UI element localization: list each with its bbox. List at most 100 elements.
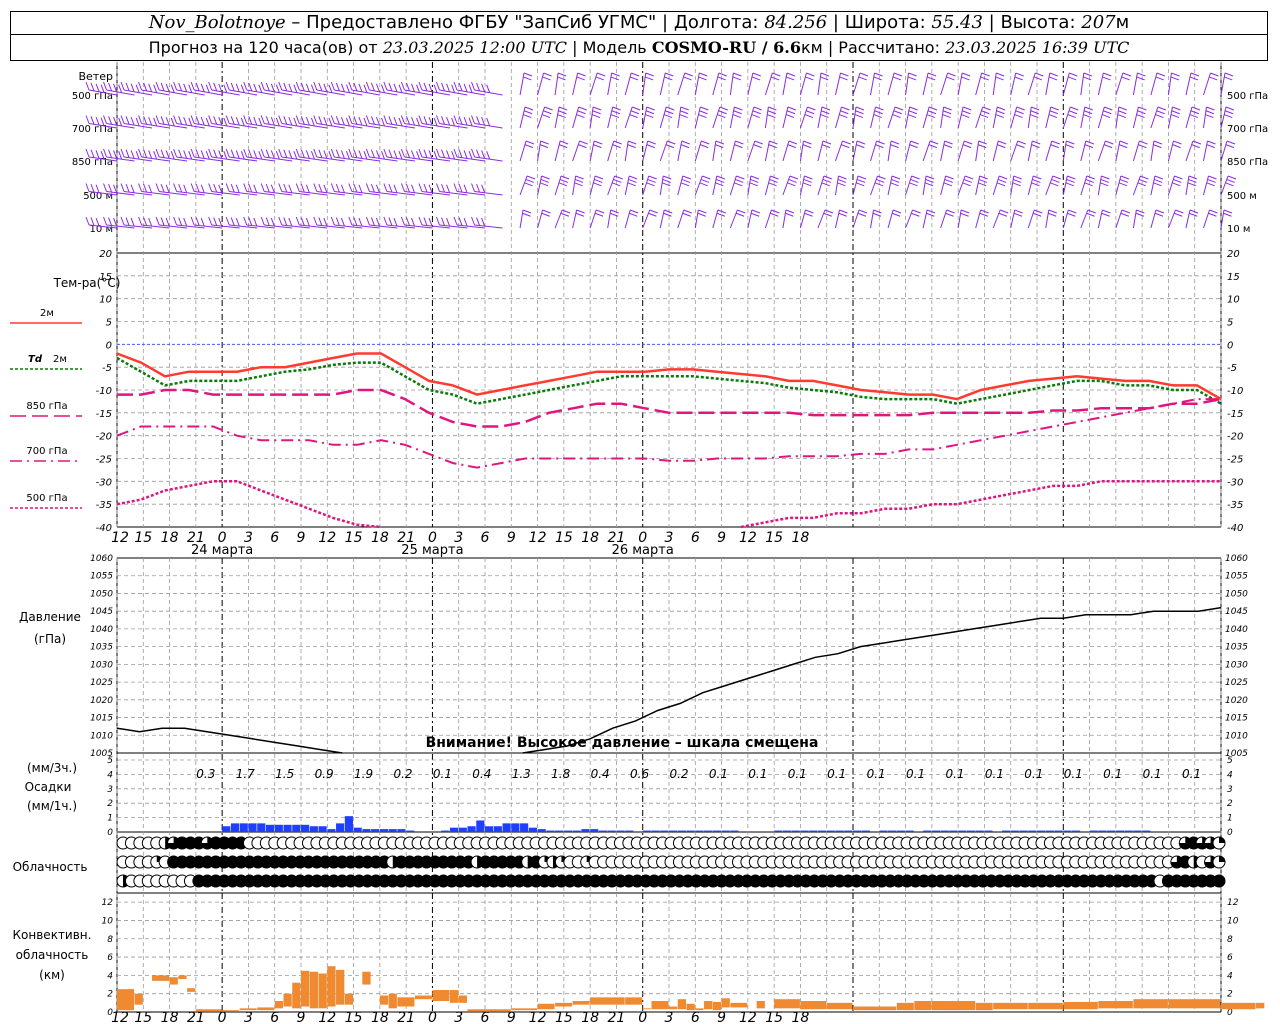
wind-barb-flag: [381, 117, 385, 127]
wind-barb-flag: [108, 183, 113, 193]
wind-barb-flag: [265, 116, 270, 125]
longitude-value: 84.256: [764, 12, 828, 33]
temp-y-tick: -40: [96, 523, 112, 534]
wind-barb-flag: [754, 140, 764, 145]
wind-barb-flag: [1172, 182, 1181, 187]
wind-barb-flag: [471, 81, 475, 91]
wind-barb-flag: [1049, 72, 1058, 77]
time-tick-label: 3: [454, 1010, 463, 1024]
wind-barb-flag: [323, 184, 328, 193]
wind-barb-flag: [1031, 144, 1040, 149]
time-tick-label: 0: [428, 530, 437, 546]
time-tick-label: 15: [765, 530, 783, 546]
wind-barb-flag: [700, 178, 710, 183]
wind-barb-flag: [962, 144, 972, 149]
wind-barb-flag: [788, 140, 798, 145]
precip-bar: [397, 829, 406, 832]
temp-y-tick: -35: [1227, 500, 1243, 511]
wind-barb-flag: [278, 216, 283, 226]
wind-barb-flag: [1207, 140, 1216, 145]
wind-barb-shaft: [554, 72, 559, 96]
wind-barb-flag: [908, 72, 917, 77]
precip-y-tick: 5: [1227, 756, 1233, 766]
wind-barb-shaft: [975, 106, 984, 129]
wind-barb-flag: [381, 150, 385, 160]
wind-barb-flag: [463, 83, 468, 92]
time-tick-label: 18: [161, 1010, 179, 1024]
precip-bar: [677, 830, 686, 832]
wind-barb-shaft: [1010, 106, 1018, 129]
latitude-label: | Широта:: [832, 12, 926, 33]
wind-barb-flag: [278, 81, 283, 91]
precip-bar: [362, 829, 371, 832]
time-tick-label: 12: [318, 530, 336, 546]
wind-barb-flag: [662, 178, 671, 183]
precip-bar: [239, 823, 248, 832]
wind-barb-flag: [1012, 182, 1021, 187]
wind-barb-flag: [594, 175, 604, 180]
wind-barb-flag: [1032, 212, 1042, 217]
wind-barb-flag: [857, 175, 867, 180]
wind-barb-flag: [143, 183, 148, 193]
wind-barb-flag: [715, 178, 725, 183]
wind-barb-flag: [785, 212, 794, 217]
pressure-y-tick: 1055: [90, 572, 113, 582]
wind-barb-flag: [300, 183, 305, 193]
precip-bar: [476, 820, 485, 832]
precip-bar: [704, 830, 713, 832]
wind-barb-flag: [125, 183, 130, 193]
wind-barb-flag: [681, 140, 690, 145]
wind-barb-shaft: [642, 106, 648, 129]
wind-barb-flag: [428, 116, 433, 126]
wind-barb-flag: [647, 140, 656, 145]
wind-barb-flag: [230, 149, 235, 158]
wind-barb-flag: [411, 184, 415, 193]
wind-barb-flag: [476, 217, 481, 226]
wind-barb-flag: [523, 114, 532, 119]
wind-barb-flag: [393, 184, 398, 193]
temp-y-tick: 20: [1227, 249, 1240, 260]
time-tick-label: 12: [318, 1010, 336, 1024]
wind-barb-shaft: [975, 209, 982, 229]
wind-barb-flag: [305, 150, 310, 159]
wind-barb-flag: [822, 178, 832, 183]
wind-barb-flag: [418, 81, 423, 91]
header-line-1: Nov_Bolotnoye – Предоставлено ФГБУ "ЗапС…: [10, 11, 1268, 35]
wind-barb-flag: [560, 212, 570, 217]
wind-barb-flag: [348, 216, 353, 226]
conv-bar: [1133, 999, 1168, 1009]
wind-barb-flag: [195, 183, 200, 193]
pressure-y-tick: 1040: [1225, 625, 1248, 635]
wind-barb-flag: [648, 175, 657, 180]
wind-barb-flag: [1032, 178, 1041, 183]
wind-barb-flag: [406, 149, 410, 158]
wind-barb-flag: [165, 83, 170, 92]
wind-barb-shaft: [607, 72, 613, 96]
wind-barb-flag: [348, 148, 353, 158]
wind-barb-shaft: [852, 175, 859, 196]
wind-barb-flag: [1102, 76, 1111, 81]
wind-barb-flag: [768, 144, 777, 149]
wind-barb-flag: [1031, 182, 1040, 187]
conv-bar: [677, 999, 687, 1010]
wind-barb-flag: [980, 209, 989, 214]
wind-barb-flag: [645, 110, 655, 115]
wind-barb-flag: [929, 140, 939, 145]
temp-y-tick: -25: [1227, 455, 1243, 466]
wind-barb-shaft: [834, 175, 839, 196]
wind-barb-flag: [1209, 209, 1218, 214]
wind-barb-flag: [802, 182, 812, 187]
wind-barb-flag: [143, 116, 148, 125]
wind-barb-shaft: [817, 209, 826, 229]
wind-barb-flag: [753, 144, 762, 149]
wind-barb-flag: [103, 216, 107, 226]
wind-barb-flag: [188, 117, 193, 127]
wind-barb-flag: [698, 209, 707, 214]
time-tick-label: 12: [111, 1010, 129, 1024]
wind-barb-shaft: [957, 140, 965, 162]
wind-barb-flag: [664, 110, 674, 115]
precip-bar: [774, 830, 783, 832]
temp-legend-label: 700 гПа: [26, 446, 67, 457]
wind-barb-flag: [108, 82, 113, 92]
precip-bar: [318, 826, 327, 832]
